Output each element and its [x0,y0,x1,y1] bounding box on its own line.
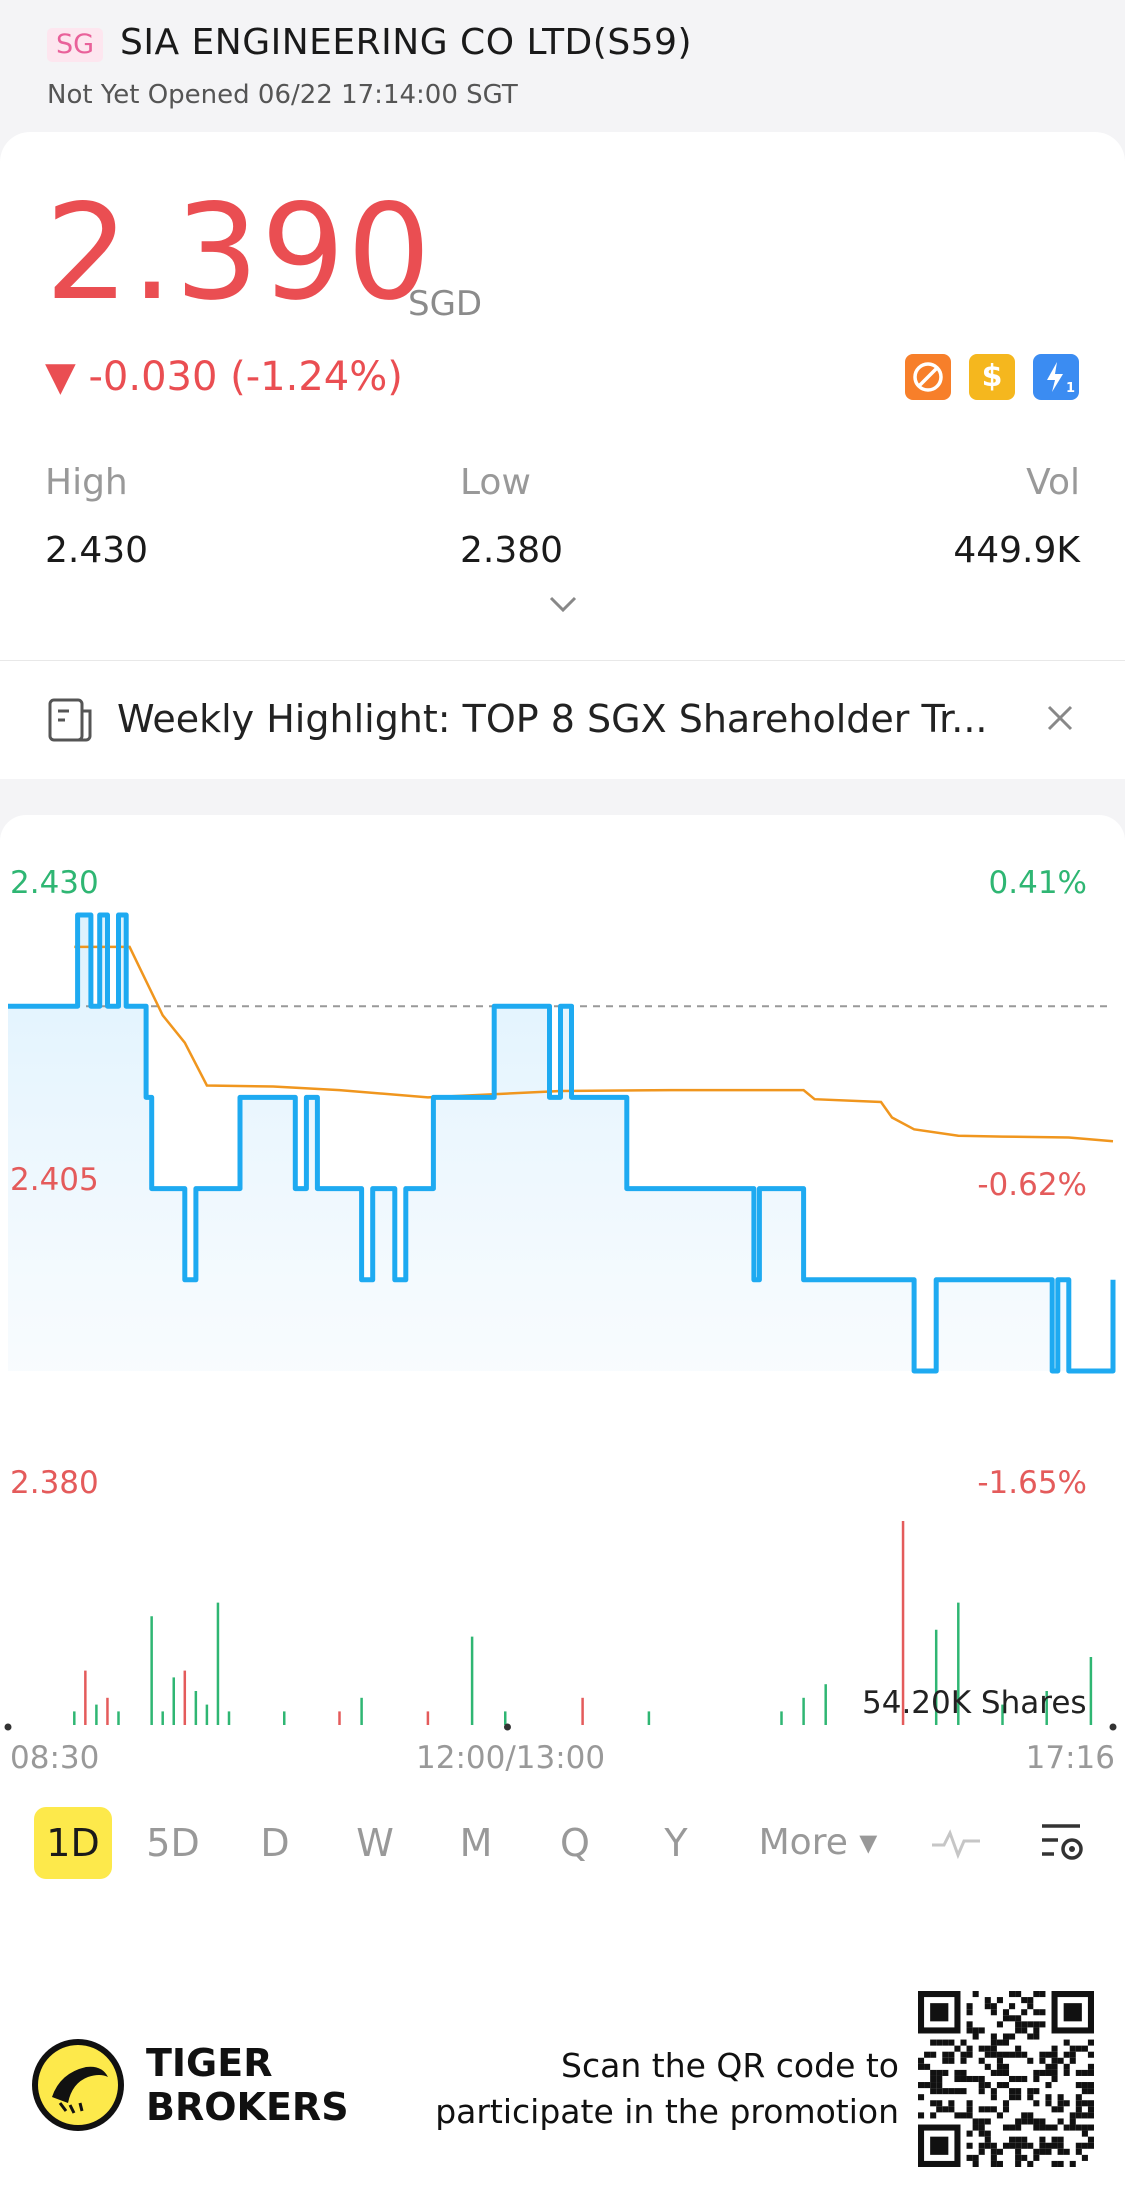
period-m[interactable]: M [459,1821,493,1865]
y-axis-high-label: 2.430 [10,865,99,901]
time-end-label: 17:16 [1025,1740,1115,1776]
low-value: 2.380 [460,530,564,571]
close-icon[interactable] [1043,701,1077,735]
high-label: High [45,462,128,503]
no-short-icon[interactable] [905,354,951,400]
price-line [8,912,1116,1374]
vol-label: Vol [1026,462,1080,503]
time-axis-dot [1109,1723,1117,1731]
period-more-dropdown[interactable]: More ▾ [758,1822,878,1863]
time-start-label: 08:30 [10,1740,100,1776]
promo-text: Scan the QR code to participate in the p… [435,2043,899,2135]
y-axis-low-pct: -1.65% [977,1465,1087,1501]
period-d[interactable]: D [260,1821,290,1865]
market-badge: SG [47,28,103,62]
price-change: ▼ -0.030 (-1.24%) [45,354,403,400]
qr-code-image[interactable] [918,1991,1094,2167]
intraday-chart[interactable] [0,815,1125,1965]
y-axis-mid-pct: -0.62% [977,1167,1087,1203]
time-axis-dot [503,1723,511,1731]
svg-text:1: 1 [1066,381,1075,396]
dollar-icon[interactable]: $ [969,354,1015,400]
brand-line-2: BROKERS [146,2085,349,2129]
y-axis-high-pct: 0.41% [988,865,1087,901]
time-axis-dot [4,1723,12,1731]
chart-settings-icon[interactable] [1040,1819,1086,1865]
divider [0,660,1125,661]
brand-name: TIGER BROKERS [146,2041,349,2129]
promo-line-2: participate in the promotion [435,2092,899,2131]
promo-footer: TIGER BROKERS Scan the QR code to partic… [0,1965,1125,2205]
period-1d[interactable]: 1D [34,1807,112,1879]
currency-label: SGD [408,284,483,324]
news-icon [48,698,92,742]
weekly-highlight-banner[interactable]: Weekly Highlight: TOP 8 SGX Shareholder … [0,661,1125,779]
chevron-down-icon[interactable] [547,592,579,618]
time-mid-label: 12:00/13:00 [416,1740,606,1776]
intraday-chart-card: 2.430 2.405 2.380 0.41% -0.62% -1.65% 54… [0,815,1125,1965]
average-price-line [74,945,1114,1143]
period-selector: 1D 5D D W M Q Y More ▾ [0,1807,1125,1887]
highlight-text[interactable]: Weekly Highlight: TOP 8 SGX Shareholder … [117,697,988,741]
vol-value: 449.9K [953,530,1080,571]
y-axis-mid-label: 2.405 [10,1162,99,1198]
period-w[interactable]: W [356,1821,394,1865]
low-label: Low [460,462,531,503]
promo-line-1: Scan the QR code to [561,2046,899,2085]
quote-card: 2.390 SGD ▼ -0.030 (-1.24%) $ 1 High 2.4… [0,132,1125,662]
indicator-line-icon[interactable] [930,1823,982,1863]
high-value: 2.430 [45,530,149,571]
last-price: 2.390 [45,176,433,330]
stock-title: SIA ENGINEERING CO LTD(S59) [120,22,693,63]
brand-line-1: TIGER [146,2041,273,2085]
price-area [8,915,1113,1371]
volume-label: 54.20K Shares [862,1685,1087,1721]
flash-1-icon[interactable]: 1 [1033,354,1079,400]
market-status: Not Yet Opened 06/22 17:14:00 SGT [47,80,518,110]
y-axis-low-label: 2.380 [10,1465,99,1501]
period-y[interactable]: Y [664,1821,688,1865]
stock-header: SG SIA ENGINEERING CO LTD(S59) Not Yet O… [0,0,1125,132]
tiger-brokers-logo [32,2039,124,2131]
period-5d[interactable]: 5D [146,1821,200,1865]
period-q[interactable]: Q [560,1821,590,1865]
